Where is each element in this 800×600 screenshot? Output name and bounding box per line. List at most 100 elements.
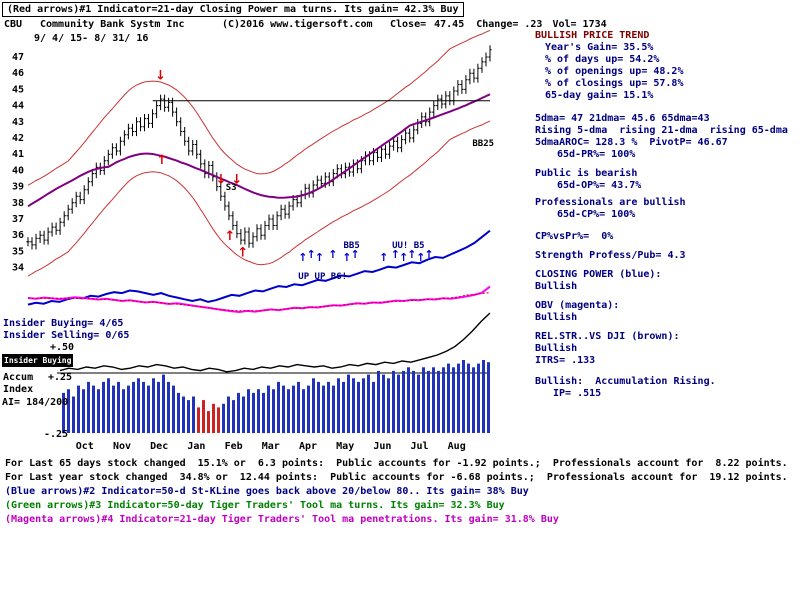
volume-bar [252,392,255,434]
stat-line: Bullish [535,343,578,354]
stat-line: 5dma= 47 21dma= 45.6 65dma=43 [535,113,710,124]
accum-index-line [59,312,491,373]
volume-bar [237,392,240,434]
y-axis-tick: 36 [12,230,24,241]
scale-plus50-label: +.50 [50,342,75,353]
volume-bar [367,374,370,433]
volume-bar [222,403,225,433]
volume-bar [272,389,275,433]
stat-line: Public is bearish [535,168,638,179]
ohlc-bars [26,45,492,250]
chart-annotation: BB5 [344,241,360,251]
y-axis-tick: 37 [12,214,24,225]
y-axis-tick: 47 [12,52,24,63]
blue-up-arrow: ↑ [424,248,433,261]
x-axis-month: Nov [113,441,131,452]
volume-bar [477,363,480,433]
x-axis-month: Jan [187,441,205,452]
blue-up-arrow: ↑ [315,251,324,264]
volume-bar [362,378,365,434]
volume-bar [212,403,215,433]
volume-bar [77,385,80,434]
stat-line: Strength Profess/Pub= 4.3 [535,250,686,261]
volume-bar [202,400,205,433]
scale-minus25-label: -.25 [44,429,69,440]
closing-power-line [27,229,491,306]
volume-bar [322,385,325,434]
y-axis-tick: 42 [12,133,24,144]
volume-bar [117,381,120,433]
volume-bar [127,385,130,434]
volume-bar [472,367,475,433]
stat-line: % of openings up= 48.2% [545,66,684,77]
close-label: Close= [390,19,427,30]
volume-bar [162,374,165,433]
volume-bar [292,385,295,434]
volume-value: 1734 [582,19,607,30]
volume-bar [102,381,105,433]
volume-bar [242,396,245,433]
blue-up-arrow: ↑ [399,251,408,264]
chart-annotation: S3 [226,183,237,193]
y-axis-tick: 45 [12,84,24,95]
x-axis-month: Feb [225,441,243,452]
chart-annotation: UU! B5 [392,241,425,251]
volume-bar [377,370,380,433]
upper-band-line [27,29,491,186]
volume-bar [152,378,155,434]
volume-bar [197,407,200,433]
accum-index-value: AI= 184/200 [2,397,69,408]
volume-bar [187,400,190,433]
volume-bar [442,367,445,433]
y-axis-tick: 34 [12,263,24,274]
red-down-arrow: ↓ [155,69,166,84]
volume-bar [207,411,210,433]
blue-up-arrow: ↑ [350,248,359,261]
volume-bar [372,381,375,433]
blue-up-arrow: ↑ [391,248,400,261]
insider-flag-badge: Insider Buying [2,354,74,367]
volume-bar [402,370,405,433]
stat-line: REL.STR..VS DJI (brown): [535,331,680,342]
volume-bar [147,385,150,434]
footer-line: (Green arrows)#3 Indicator=50-day Tiger … [5,500,505,511]
stat-line: 65d-CP%= 100% [557,209,636,220]
volume-bar [462,360,465,433]
volume-bar [182,396,185,433]
x-axis-month: Aug [448,441,466,452]
volume-bar [317,381,320,433]
indicator1-banner: (Red arrows)#1 Indicator=21-day Closing … [2,2,464,17]
volume-bar [482,360,485,433]
quote-info: Close= 47.45 Change= .23 Vol= 1734 [390,19,607,30]
footer-line: For Last 65 days stock changed 15.1% or … [5,458,788,469]
y-axis-tick: 40 [12,165,24,176]
stat-line: Bullish [535,281,578,292]
volume-bar [82,389,85,433]
volume-bar [382,374,385,433]
accum-label-line1: Accum [3,372,34,383]
volume-bar [227,396,230,433]
volume-bar [87,381,90,433]
red-down-arrow: ↓ [216,172,227,187]
volume-bar [457,363,460,433]
y-axis-tick: 43 [12,117,24,128]
x-axis-month: May [336,441,354,452]
long-ma-line [27,93,491,208]
accum-label-line2: Index [3,384,34,395]
volume-bar [447,363,450,433]
stat-line: 65d-PR%= 100% [557,149,636,160]
volume-bar [262,392,265,434]
volume-bar [387,378,390,434]
company-name: Community Bank Systm Inc [40,19,185,30]
scale-plus25-label: +.25 [48,372,73,383]
volume-bar [232,400,235,433]
volume-bar [432,367,435,433]
y-axis-tick: 46 [12,68,24,79]
volume-bar [132,381,135,433]
ticker-symbol: CBU [4,19,23,30]
volume-bar [257,389,260,433]
red-down-arrow: ↓ [231,172,242,187]
volume-bar [172,385,175,434]
blue-up-arrow: ↑ [407,248,416,261]
